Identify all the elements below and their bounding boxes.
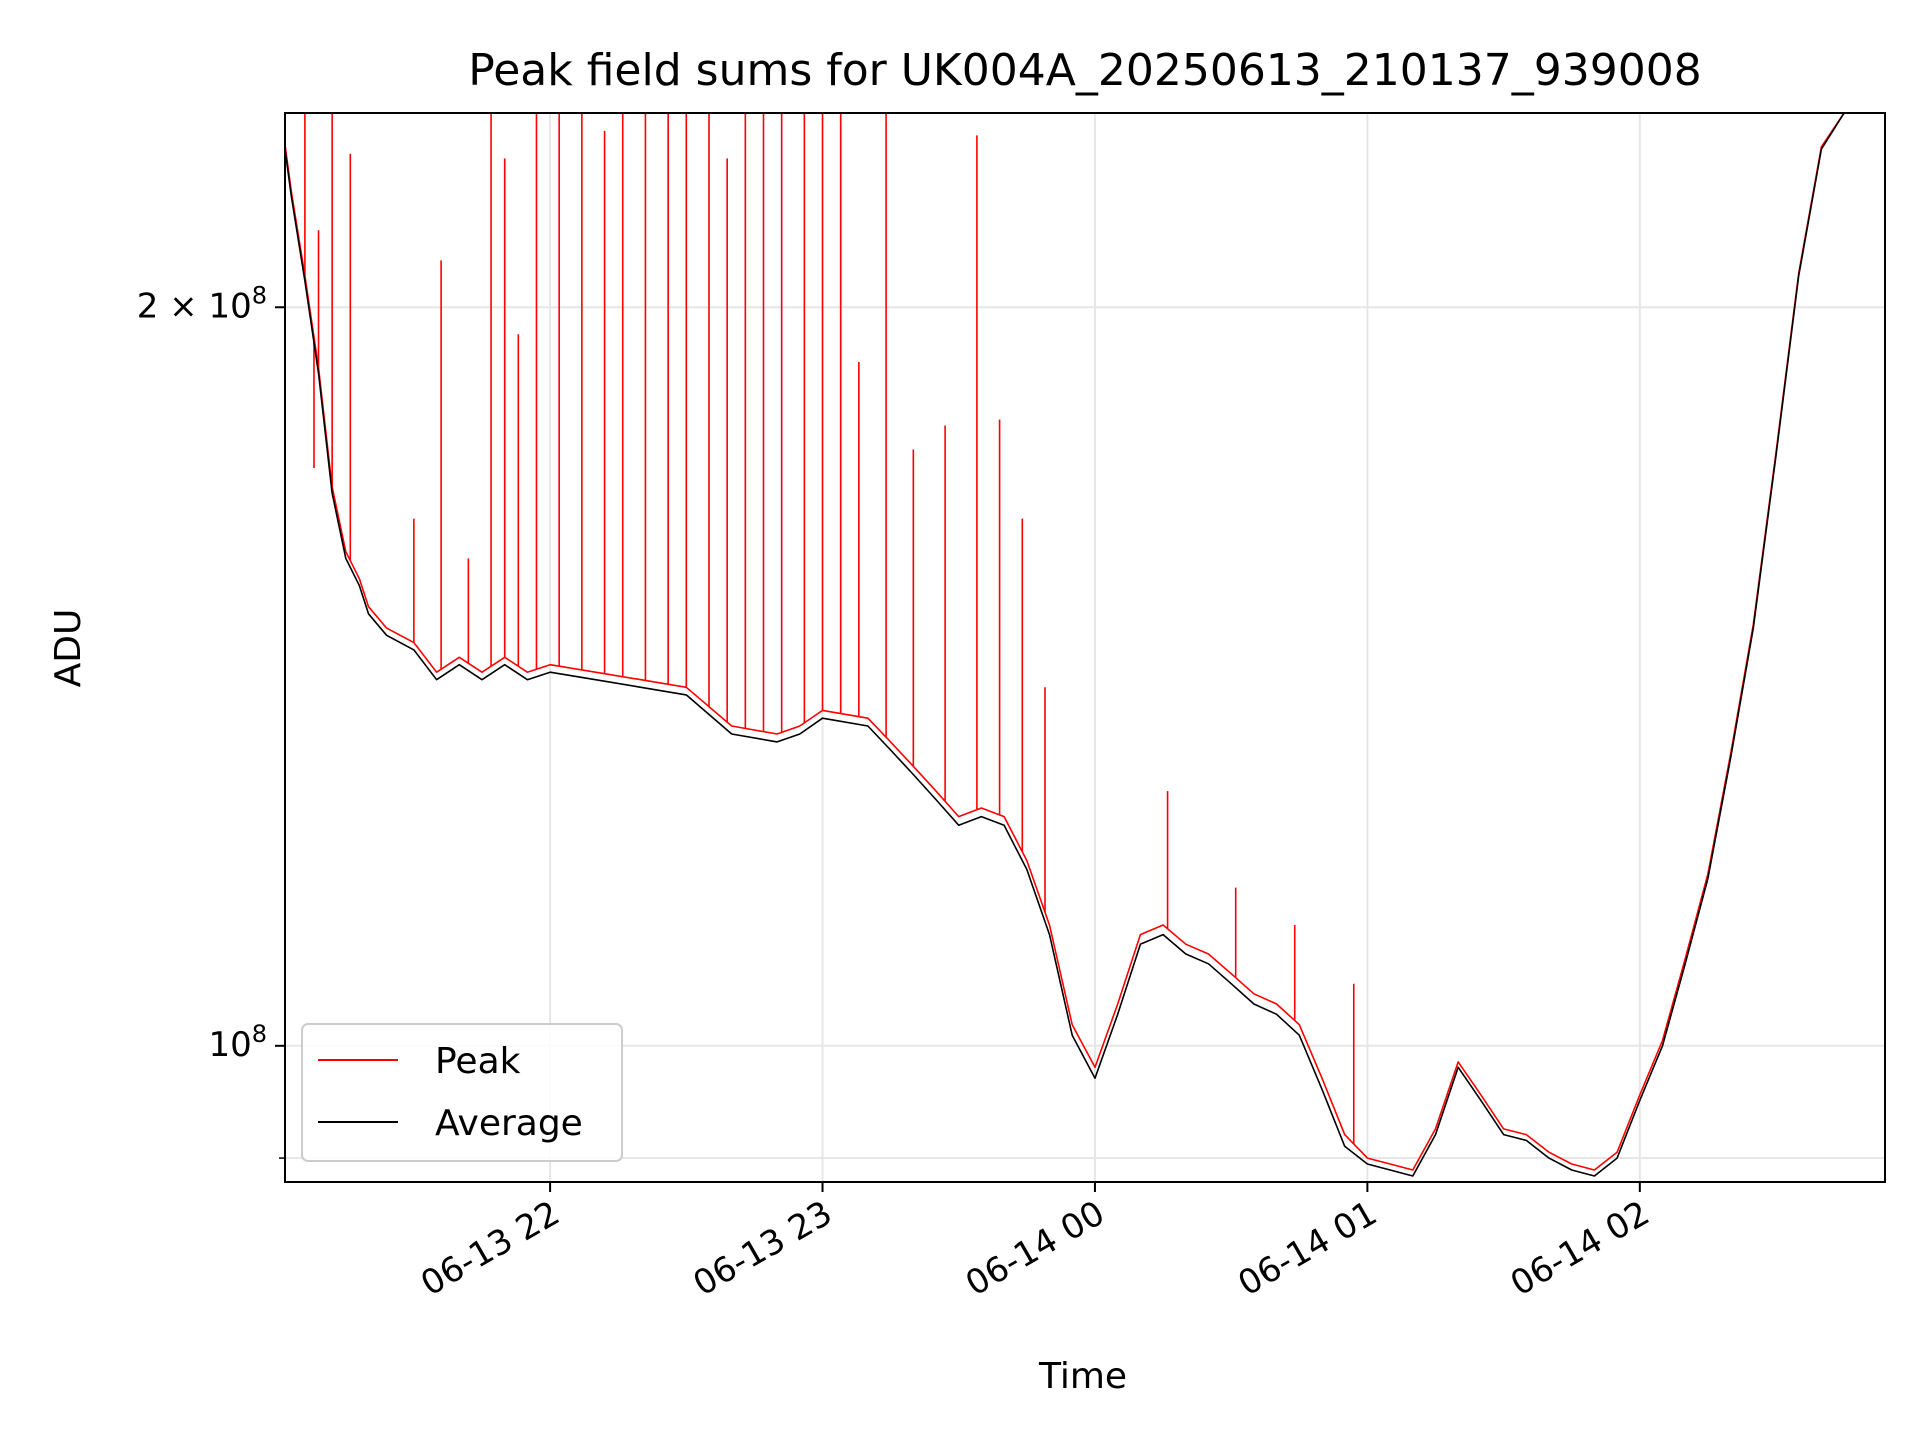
y-tick-label: 2 × 108: [137, 281, 267, 326]
y-tick-label: 108: [208, 1020, 267, 1065]
series-line-peak: [285, 113, 1885, 1171]
legend-label-average: Average: [435, 1103, 583, 1144]
y-axis-label: ADU: [48, 609, 89, 688]
series-line-average: [285, 113, 1885, 1177]
series-layer: [285, 113, 1885, 1177]
legend-box: [301, 1023, 623, 1162]
legend: Peak Average: [301, 1023, 623, 1162]
chart-title: Peak field sums for UK004A_20250613_2101…: [468, 45, 1701, 96]
x-axis-label: Time: [1038, 1356, 1127, 1397]
plot-frame: [284, 112, 1886, 1183]
legend-label-peak: Peak: [435, 1041, 521, 1082]
